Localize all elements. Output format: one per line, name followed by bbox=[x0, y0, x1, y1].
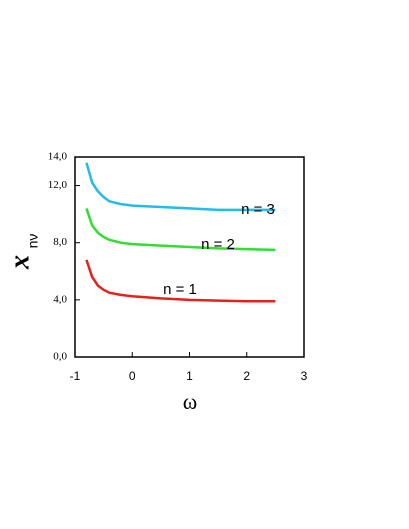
y-axis-title-subscript: nν bbox=[25, 234, 41, 249]
series-label: n = 1 bbox=[163, 281, 197, 298]
y-tick-label: 4,0 bbox=[53, 293, 67, 305]
series-label: n = 2 bbox=[201, 236, 235, 253]
y-tick-label: 14,0 bbox=[48, 151, 68, 163]
series-label: n = 3 bbox=[241, 201, 275, 218]
y-tick-label: 12,0 bbox=[48, 179, 68, 191]
x-axis-title: ω bbox=[183, 389, 197, 414]
y-axis-title: x bbox=[4, 255, 35, 270]
series-line bbox=[85, 208, 276, 252]
x-tick-label: 2 bbox=[243, 369, 250, 383]
x-tick-label: 3 bbox=[301, 369, 308, 383]
x-tick-label: 1 bbox=[186, 369, 193, 383]
y-tick-label: 0,0 bbox=[53, 351, 67, 363]
x-tick-label: -1 bbox=[70, 369, 81, 383]
y-tick-label: 8,0 bbox=[53, 236, 67, 248]
series-line bbox=[85, 162, 276, 212]
series-line bbox=[85, 259, 276, 303]
plot-frame bbox=[74, 156, 305, 358]
x-tick-label: 0 bbox=[129, 369, 136, 383]
